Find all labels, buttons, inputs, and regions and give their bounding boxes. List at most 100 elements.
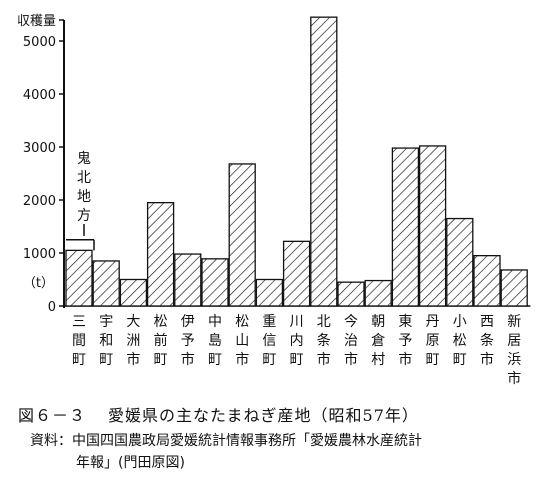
- source-line-2: 年報」(門田原図): [76, 455, 185, 471]
- x-tick-char: 町: [262, 352, 276, 368]
- y-tick-label: 3000: [23, 141, 56, 156]
- bar: [446, 217, 474, 307]
- bar: [282, 240, 311, 307]
- figure-title: 愛媛県の主なたまねぎ産地（昭和57年）: [108, 406, 419, 425]
- bar: [364, 279, 392, 307]
- x-tick-char: 町: [99, 352, 113, 368]
- x-tick-char: 今: [344, 314, 358, 330]
- x-tick-char: 大: [126, 314, 140, 330]
- x-tick-char: 信: [262, 333, 276, 349]
- bar: [228, 163, 256, 307]
- bar: [391, 147, 420, 307]
- x-tick-char: 治: [344, 333, 358, 349]
- y-tick-label: 1000: [23, 247, 56, 262]
- bar: [255, 278, 284, 307]
- x-tick-char: 朝: [371, 314, 385, 330]
- x-tick-char: 条: [480, 332, 494, 349]
- x-tick-char: 倉: [371, 333, 385, 349]
- annotation-char: 方: [77, 208, 91, 224]
- x-tick-label: 宇和町: [99, 314, 113, 368]
- x-tick-char: 新: [507, 314, 521, 330]
- bars: [65, 16, 528, 307]
- category-labels: 三間町宇和町大洲市松前町伊予市中島町松山市重信町川内町北条市今治市朝倉村東予市丹…: [72, 314, 521, 387]
- source-line-1: 資料：中国四国農政局愛媛統計情報事務所「愛媛農林水産統計: [30, 433, 422, 449]
- x-tick-char: 松: [235, 314, 249, 330]
- x-tick-char: 宇: [99, 314, 113, 330]
- x-tick-char: 小: [453, 314, 467, 330]
- x-tick-char: 予: [181, 333, 195, 349]
- x-tick-label: 大洲市: [126, 314, 140, 368]
- x-tick-label: 松山市: [235, 314, 249, 368]
- x-tick-char: 村: [371, 352, 385, 368]
- bar: [65, 249, 93, 307]
- x-tick-char: 市: [317, 351, 331, 368]
- x-tick-char: 東: [398, 314, 412, 330]
- y-tick-label: 2000: [23, 194, 56, 209]
- x-tick-char: 丹: [426, 314, 440, 330]
- x-tick-char: 北: [317, 314, 331, 330]
- bar: [310, 16, 338, 307]
- x-tick-char: 和: [99, 333, 113, 349]
- y-axis-unit: （t）: [23, 276, 54, 291]
- figure-caption: 図６－３ 愛媛県の主なたまねぎ産地（昭和57年）: [18, 402, 419, 426]
- annotation-char: 地: [77, 189, 91, 205]
- figure-number: 図６－３: [18, 406, 87, 425]
- x-tick-char: 居: [507, 333, 521, 349]
- bar: [418, 145, 447, 307]
- x-tick-char: 山: [235, 333, 249, 349]
- x-tick-char: 島: [208, 333, 222, 349]
- bar: [92, 260, 120, 307]
- x-tick-label: 川内町: [290, 314, 304, 368]
- x-tick-char: 市: [181, 351, 195, 368]
- x-tick-char: 市: [507, 370, 521, 387]
- x-tick-label: 朝倉村: [371, 314, 385, 368]
- x-tick-char: 町: [72, 352, 86, 368]
- x-tick-char: 浜: [507, 352, 521, 368]
- x-tick-label: 西条市: [480, 314, 494, 368]
- x-tick-char: 西: [480, 314, 494, 330]
- x-tick-char: 前: [154, 332, 168, 349]
- bar: [201, 258, 229, 307]
- x-tick-char: 市: [480, 351, 494, 368]
- y-tick-label: 5000: [23, 35, 56, 50]
- x-tick-char: 洲: [126, 333, 140, 349]
- x-tick-label: 重信町: [262, 314, 276, 368]
- x-tick-label: 松前町: [154, 314, 168, 368]
- x-tick-char: 伊: [181, 314, 195, 330]
- x-tick-label: 北条市: [317, 314, 331, 368]
- x-tick-char: 市: [398, 351, 412, 368]
- x-tick-char: 中: [208, 314, 222, 330]
- x-tick-char: 町: [426, 352, 440, 368]
- y-axis-title: 収穫量: [17, 14, 56, 29]
- x-tick-label: 伊予市: [181, 314, 195, 368]
- x-tick-char: 町: [208, 352, 222, 368]
- x-tick-label: 三間町: [72, 314, 86, 368]
- bar: [174, 253, 202, 307]
- x-tick-char: 市: [235, 351, 249, 368]
- annotation-char: 北: [77, 170, 91, 186]
- x-tick-char: 条: [317, 332, 331, 349]
- x-tick-char: 市: [344, 351, 358, 368]
- bar: [337, 281, 365, 307]
- x-tick-char: 松: [453, 333, 467, 349]
- annotation-char: 鬼: [77, 151, 91, 167]
- x-tick-label: 東予市: [398, 314, 412, 368]
- x-tick-char: 重: [262, 314, 276, 330]
- source-note: 資料：中国四国農政局愛媛統計情報事務所「愛媛農林水産統計 年報」(門田原図): [30, 430, 530, 474]
- x-tick-char: 川: [290, 314, 304, 330]
- x-tick-char: 間: [72, 333, 86, 349]
- y-tick-label: 4000: [23, 88, 56, 103]
- x-tick-label: 小松町: [453, 314, 467, 368]
- x-tick-char: 町: [453, 352, 467, 368]
- x-tick-char: 原: [426, 333, 440, 349]
- x-tick-label: 中島町: [208, 314, 222, 368]
- x-tick-char: 町: [290, 352, 304, 368]
- x-tick-char: 内: [290, 333, 304, 349]
- x-tick-char: 三: [72, 314, 86, 330]
- x-tick-label: 今治市: [344, 314, 358, 368]
- y-tick-label: 0: [48, 300, 56, 315]
- bar: [119, 278, 148, 307]
